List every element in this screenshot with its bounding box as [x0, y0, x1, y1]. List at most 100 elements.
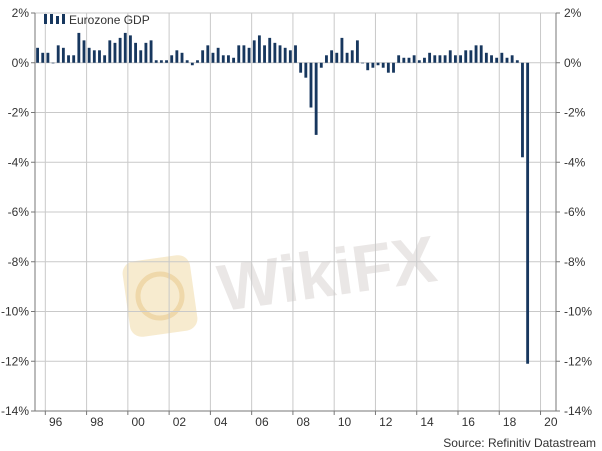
- bar: [464, 50, 468, 63]
- bar: [252, 40, 256, 63]
- bar: [294, 45, 297, 63]
- y-tick-label-right: 2%: [564, 6, 582, 20]
- x-axis: 96 98 00 02 04 06 08 10 12 14 16 18 20: [49, 415, 558, 429]
- bar: [500, 52, 504, 63]
- axes: [31, 12, 560, 415]
- x-tick-label: 04: [214, 415, 228, 429]
- bar: [448, 50, 452, 63]
- bar: [402, 57, 406, 63]
- x-tick-label: 00: [131, 415, 145, 429]
- bar: [206, 45, 210, 63]
- bar: [340, 37, 344, 63]
- bar: [56, 45, 60, 63]
- bar: [108, 40, 112, 63]
- bar: [495, 57, 499, 63]
- bar: [51, 62, 55, 64]
- bar: [201, 50, 205, 63]
- bar: [170, 55, 174, 63]
- x-tick-label: 08: [297, 415, 311, 429]
- bar: [371, 62, 375, 68]
- y-tick-label: -8%: [8, 255, 30, 269]
- bar: [98, 50, 101, 63]
- bar: [41, 52, 45, 63]
- x-tick-label: 18: [503, 415, 517, 429]
- y-tick-label: -6%: [8, 205, 30, 219]
- y-tick-label-right: -2%: [564, 106, 586, 120]
- x-tick-label: 14: [420, 415, 434, 429]
- bar: [474, 45, 478, 63]
- bar: [36, 47, 39, 63]
- bar: [216, 47, 220, 63]
- bar: [113, 42, 117, 63]
- bar: [211, 52, 215, 63]
- y-tick-label: 0%: [12, 56, 30, 70]
- bar: [159, 60, 163, 63]
- y-axis-right: 2% 0% -2% -4% -6% -8% -10% -12% -14%: [564, 6, 592, 418]
- y-tick-label: -4%: [8, 155, 30, 169]
- bar: [82, 40, 86, 63]
- legend-swatch-icon: [44, 14, 65, 24]
- bar: [242, 45, 246, 63]
- bar: [263, 45, 266, 63]
- bar: [154, 60, 158, 63]
- y-tick-label: -14%: [1, 404, 29, 418]
- y-tick-label-right: -6%: [564, 205, 586, 219]
- x-tick-label: 98: [90, 415, 104, 429]
- bar: [392, 62, 395, 73]
- bar: [469, 50, 473, 63]
- y-tick-label-right: -14%: [564, 404, 592, 418]
- bar: [319, 62, 323, 68]
- bar: [345, 52, 349, 63]
- y-axis-left: 2% 0% -2% -4% -6% -8% -10% -12% -14%: [1, 6, 29, 418]
- y-tick-label-right: -12%: [564, 354, 592, 368]
- bar: [443, 55, 447, 63]
- bar: [278, 45, 282, 63]
- bar: [412, 55, 416, 63]
- bar: [227, 55, 230, 63]
- bar: [247, 47, 251, 63]
- bar: [46, 52, 50, 63]
- bar: [314, 62, 318, 135]
- bar: [139, 50, 143, 63]
- x-tick-label: 02: [173, 415, 187, 429]
- y-tick-label: -2%: [8, 106, 30, 120]
- bar: [423, 57, 426, 63]
- x-tick-label: 96: [49, 415, 63, 429]
- bar: [304, 62, 308, 78]
- bar: [505, 57, 509, 63]
- bar-series: [36, 32, 530, 364]
- x-tick-label: 06: [255, 415, 269, 429]
- bar: [459, 55, 462, 63]
- bar: [309, 62, 313, 108]
- grid: [35, 12, 556, 411]
- bar: [283, 47, 287, 63]
- bar: [221, 55, 225, 63]
- y-tick-label-right: -10%: [564, 305, 592, 319]
- bar: [381, 62, 385, 68]
- bar: [118, 37, 122, 63]
- bar: [484, 52, 488, 63]
- bar: [273, 42, 277, 63]
- bar: [77, 32, 81, 63]
- source-note: Source: Refinitiv Datastream: [443, 436, 596, 450]
- bar: [355, 40, 359, 63]
- bar: [87, 47, 91, 63]
- bar: [149, 40, 153, 63]
- legend: Eurozone GDP: [44, 13, 150, 27]
- bar: [433, 55, 437, 63]
- bar: [397, 55, 401, 63]
- x-tick-label: 16: [462, 415, 476, 429]
- bar: [144, 42, 148, 63]
- y-tick-label: -10%: [1, 305, 29, 319]
- bar: [232, 57, 236, 63]
- bar: [299, 62, 303, 73]
- bar: [190, 62, 194, 66]
- y-tick-label-right: -4%: [564, 155, 586, 169]
- bar: [180, 52, 184, 63]
- bar: [103, 55, 107, 63]
- bar: [526, 62, 530, 364]
- bar: [515, 60, 519, 63]
- bar: [134, 42, 138, 63]
- bar: [72, 55, 76, 63]
- y-tick-label-right: -8%: [564, 255, 586, 269]
